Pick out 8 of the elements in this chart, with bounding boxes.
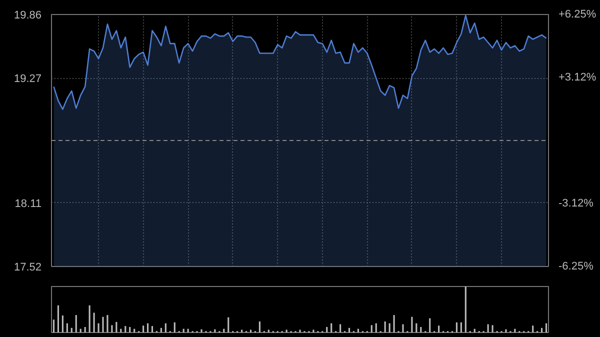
y2-tick-label: +3.12% [558,72,596,84]
y-tick-label: 18.11 [14,198,42,210]
y2-tick-label: -6.25% [558,260,594,272]
y-tick-label: 19.86 [14,10,42,22]
y-tick-label: 19.27 [14,73,42,86]
y-tick-label: 17.52 [14,262,42,274]
y2-tick-label: -3.12% [558,197,594,210]
y2-tick-label: +6.25% [558,8,596,20]
